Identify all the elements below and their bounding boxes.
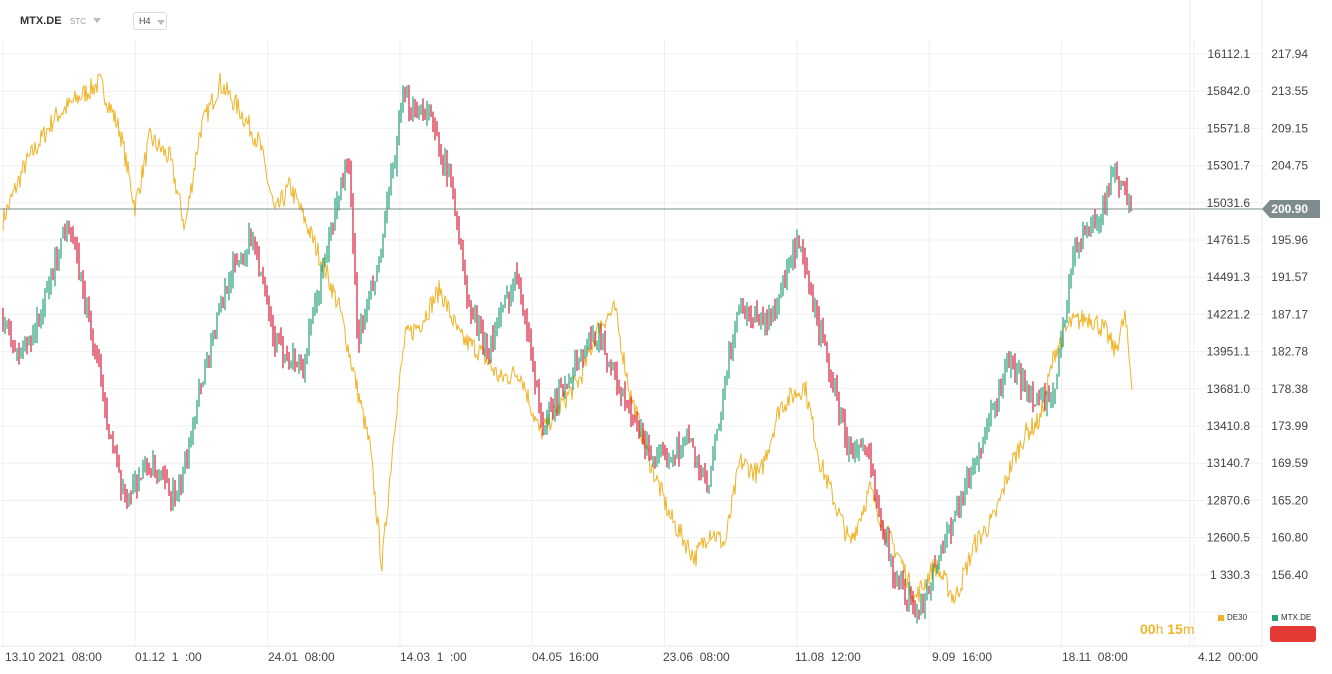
timeframe-select[interactable]: H4 bbox=[133, 12, 167, 30]
countdown-hours: 00 bbox=[1140, 621, 1156, 637]
candle-countdown: 00h 15m bbox=[1140, 621, 1195, 637]
mtx-tick-label: 165.20 bbox=[1271, 493, 1308, 507]
mtx-tick-label: 195.96 bbox=[1271, 233, 1308, 247]
time-tick-label: 9.09 16:00 bbox=[932, 650, 992, 664]
de30-tick-label: 13681.0 bbox=[1207, 382, 1251, 396]
time-tick-label: 24.01 08:00 bbox=[268, 650, 335, 664]
time-tick-label: 18.11 08:00 bbox=[1062, 650, 1128, 664]
current-price-badge: 200.90 bbox=[1262, 199, 1320, 218]
de30-series bbox=[2, 72, 1133, 605]
de30-tick-label: 15571.8 bbox=[1207, 121, 1251, 135]
current-price-label: 200.90 bbox=[1271, 202, 1308, 216]
de30-tick-label: 1 330.3 bbox=[1210, 568, 1250, 582]
de30-tick-label: 16112.1 bbox=[1208, 47, 1251, 61]
price-badge-bg bbox=[1262, 199, 1320, 218]
de30-tick-label: 13951.1 bbox=[1207, 345, 1251, 359]
de30-tick-label: 13410.8 bbox=[1207, 419, 1251, 433]
legend-label: MTX.DE bbox=[1281, 613, 1312, 622]
de30-tick-label: 15031.6 bbox=[1207, 196, 1251, 210]
de30-line bbox=[2, 72, 1133, 605]
de30-tick-label: 14221.2 bbox=[1207, 307, 1251, 321]
de30-tick-label: 15301.7 bbox=[1207, 159, 1251, 173]
countdown-minutes-unit: m bbox=[1182, 621, 1195, 637]
trade-button[interactable] bbox=[1270, 626, 1316, 642]
time-tick-label: 4.12 00:00 bbox=[1198, 650, 1258, 664]
mtx-tick-label: 209.15 bbox=[1271, 121, 1308, 135]
time-tick-label: 13.10 2021 08:00 bbox=[5, 650, 102, 664]
de30-tick-label: 14491.3 bbox=[1207, 270, 1251, 284]
time-tick-label: 23.06 08:00 bbox=[663, 650, 730, 664]
mtx-tick-label: 173.99 bbox=[1271, 419, 1308, 433]
mtx-tick-label: 204.75 bbox=[1271, 159, 1308, 173]
chart-toolbar: MTX.DE STC H4 bbox=[0, 0, 400, 40]
time-tick-label: 11.08 12:00 bbox=[795, 650, 861, 664]
mtx-tick-label: 156.40 bbox=[1271, 568, 1308, 582]
de30-tick-label: 12600.5 bbox=[1207, 531, 1251, 545]
legend-label: DE30 bbox=[1227, 613, 1248, 622]
legend-item-de30[interactable]: DE30 bbox=[1218, 613, 1247, 622]
time-tick-label: 01.12 1 :00 bbox=[135, 650, 202, 664]
chevron-down-icon bbox=[157, 20, 165, 25]
time-axis: 13.10 2021 08:00 01.12 1 :00 24.01 08:00 14… bbox=[0, 645, 1262, 664]
countdown-hours-unit: h bbox=[1155, 621, 1164, 637]
de30-tick-label: 12870.6 bbox=[1207, 493, 1251, 507]
countdown-minutes: 15 bbox=[1167, 621, 1183, 637]
de30-tick-label: 14761.5 bbox=[1207, 233, 1251, 247]
mtx-tick-label: 191.57 bbox=[1271, 270, 1308, 284]
de30-tick-label: 13140.7 bbox=[1207, 456, 1251, 470]
legend-swatch bbox=[1272, 614, 1278, 621]
symbol-type-label[interactable]: STC bbox=[70, 17, 86, 26]
mtx-tick-label: 160.80 bbox=[1271, 531, 1308, 545]
legend-item-mtx[interactable]: MTX.DE bbox=[1272, 613, 1311, 622]
time-tick-label: 04.05 16:00 bbox=[532, 650, 599, 664]
mtx-candles bbox=[2, 84, 1132, 624]
symbol-label: MTX.DE bbox=[20, 15, 62, 27]
timeframe-label: H4 bbox=[139, 16, 151, 26]
mtx-tick-label: 182.78 bbox=[1271, 345, 1308, 359]
mtx-tick-label: 187.17 bbox=[1271, 307, 1308, 321]
legend-swatch bbox=[1218, 614, 1224, 621]
mtx-axis: 217.94 213.55 209.15 204.75 195.96 191.57 187.… bbox=[1271, 47, 1308, 582]
chevron-down-icon[interactable] bbox=[93, 18, 101, 23]
time-tick-label: 14.03 1 :00 bbox=[400, 650, 467, 664]
mtx-tick-label: 213.55 bbox=[1271, 84, 1308, 98]
de30-tick-label: 15842.0 bbox=[1207, 84, 1251, 98]
chart-grid bbox=[0, 0, 1263, 646]
mtx-tick-label: 178.38 bbox=[1271, 382, 1308, 396]
mtx-tick-label: 217.94 bbox=[1271, 47, 1308, 61]
mtx-tick-label: 169.59 bbox=[1271, 456, 1308, 470]
de30-axis: 16112.1 15842.0 15571.8 15301.7 15031.6 14761… bbox=[1207, 47, 1251, 582]
